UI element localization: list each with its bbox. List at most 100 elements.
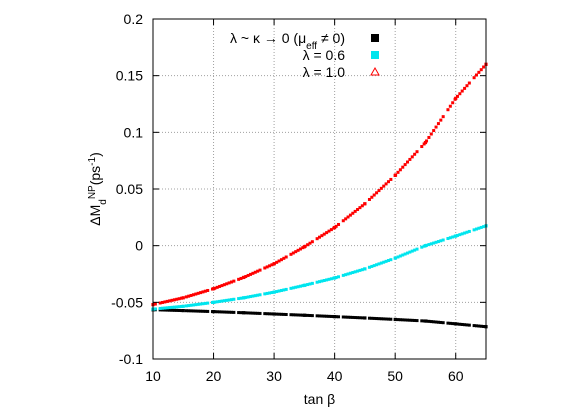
scan-point <box>448 236 452 240</box>
scan-point <box>427 135 431 139</box>
scan-point <box>225 310 229 314</box>
scan-point <box>241 296 245 300</box>
y-axis-label-sub: d <box>98 199 109 205</box>
scan-point <box>396 170 400 174</box>
scan-point <box>341 273 345 277</box>
scan-point <box>229 298 233 302</box>
scan-point <box>408 157 412 161</box>
scan-point <box>201 290 205 294</box>
scan-point <box>474 227 478 231</box>
scan-point <box>479 225 483 229</box>
scan-point <box>458 233 462 237</box>
scan-point <box>367 265 371 269</box>
scan-point <box>379 317 383 321</box>
y-tick-label: 0.2 <box>124 11 144 27</box>
scan-point <box>337 315 341 319</box>
y-tick-label: 0 <box>135 238 143 254</box>
scan-point <box>184 309 188 313</box>
scan-point <box>325 231 329 235</box>
scan-point <box>168 306 172 310</box>
scan-point <box>282 312 286 316</box>
scan-point <box>306 283 310 287</box>
scan-point <box>315 237 319 241</box>
scan-point <box>363 316 367 320</box>
scan-point <box>401 253 405 257</box>
scan-point <box>210 287 214 291</box>
scan-point <box>303 313 307 317</box>
scan-point <box>265 312 269 316</box>
scan-point <box>289 252 293 256</box>
scan-point <box>415 319 419 323</box>
scan-point <box>451 101 455 105</box>
scan-point <box>153 307 157 311</box>
scan-point <box>467 229 471 233</box>
legend-marker <box>371 34 379 42</box>
scan-point <box>372 264 376 268</box>
scan-point <box>384 182 388 186</box>
scan-point <box>284 255 288 259</box>
scan-point <box>375 191 379 195</box>
scan-point <box>222 310 226 314</box>
scan-point <box>348 213 352 217</box>
scan-point <box>425 319 429 323</box>
scan-point <box>360 268 364 272</box>
scan-point <box>386 317 390 321</box>
scan-point <box>277 312 281 316</box>
scan-point <box>225 282 229 286</box>
scan-point <box>363 202 367 206</box>
scan-point <box>203 309 207 313</box>
scan-point <box>329 314 333 318</box>
scan-point <box>275 260 279 264</box>
legend-label-sub: eff <box>306 41 317 52</box>
scan-point <box>429 242 433 246</box>
scan-point <box>477 226 481 230</box>
scan-point <box>370 195 374 199</box>
scan-point <box>465 323 469 327</box>
scan-point <box>401 165 405 169</box>
scan-point <box>375 317 379 321</box>
scan-point <box>229 310 233 314</box>
scan-point <box>372 316 376 320</box>
scan-point <box>318 314 321 318</box>
scan-point <box>201 309 205 313</box>
scan-point <box>446 321 450 325</box>
scan-point <box>253 270 257 274</box>
scan-point <box>168 299 172 303</box>
x-tick-label: 10 <box>145 368 161 384</box>
scan-point <box>289 313 293 317</box>
scan-point <box>460 89 464 93</box>
scan-point <box>249 295 253 299</box>
scan-point <box>237 277 241 281</box>
scan-point <box>256 269 260 273</box>
scan-point <box>272 290 276 294</box>
scan-point <box>446 108 450 112</box>
scan-point <box>296 285 300 289</box>
scan-point <box>301 284 305 288</box>
scan-point <box>187 294 191 298</box>
scan-point <box>360 316 364 320</box>
scan-point <box>253 311 257 315</box>
scan-point <box>187 309 191 313</box>
scan-point <box>474 324 478 328</box>
scan-point <box>184 295 188 299</box>
x-tick-label: 60 <box>448 368 464 384</box>
scan-point <box>441 115 445 119</box>
scan-point <box>310 281 314 285</box>
scan-point <box>370 316 374 320</box>
scan-point <box>332 276 336 280</box>
data-point <box>181 309 185 313</box>
scan-point <box>453 234 457 238</box>
scan-point <box>165 299 169 303</box>
scan-point <box>384 259 388 263</box>
scan-point <box>187 304 191 308</box>
x-tick-label: 30 <box>266 368 282 384</box>
scan-point <box>446 237 450 241</box>
scan-point <box>227 281 231 285</box>
scan-point <box>358 268 362 272</box>
y-axis-label-sup: NP <box>87 185 98 199</box>
scan-point <box>291 286 295 290</box>
scan-point <box>406 160 410 164</box>
scan-point <box>441 321 445 325</box>
scan-point <box>206 288 210 292</box>
scan-point <box>360 204 364 208</box>
